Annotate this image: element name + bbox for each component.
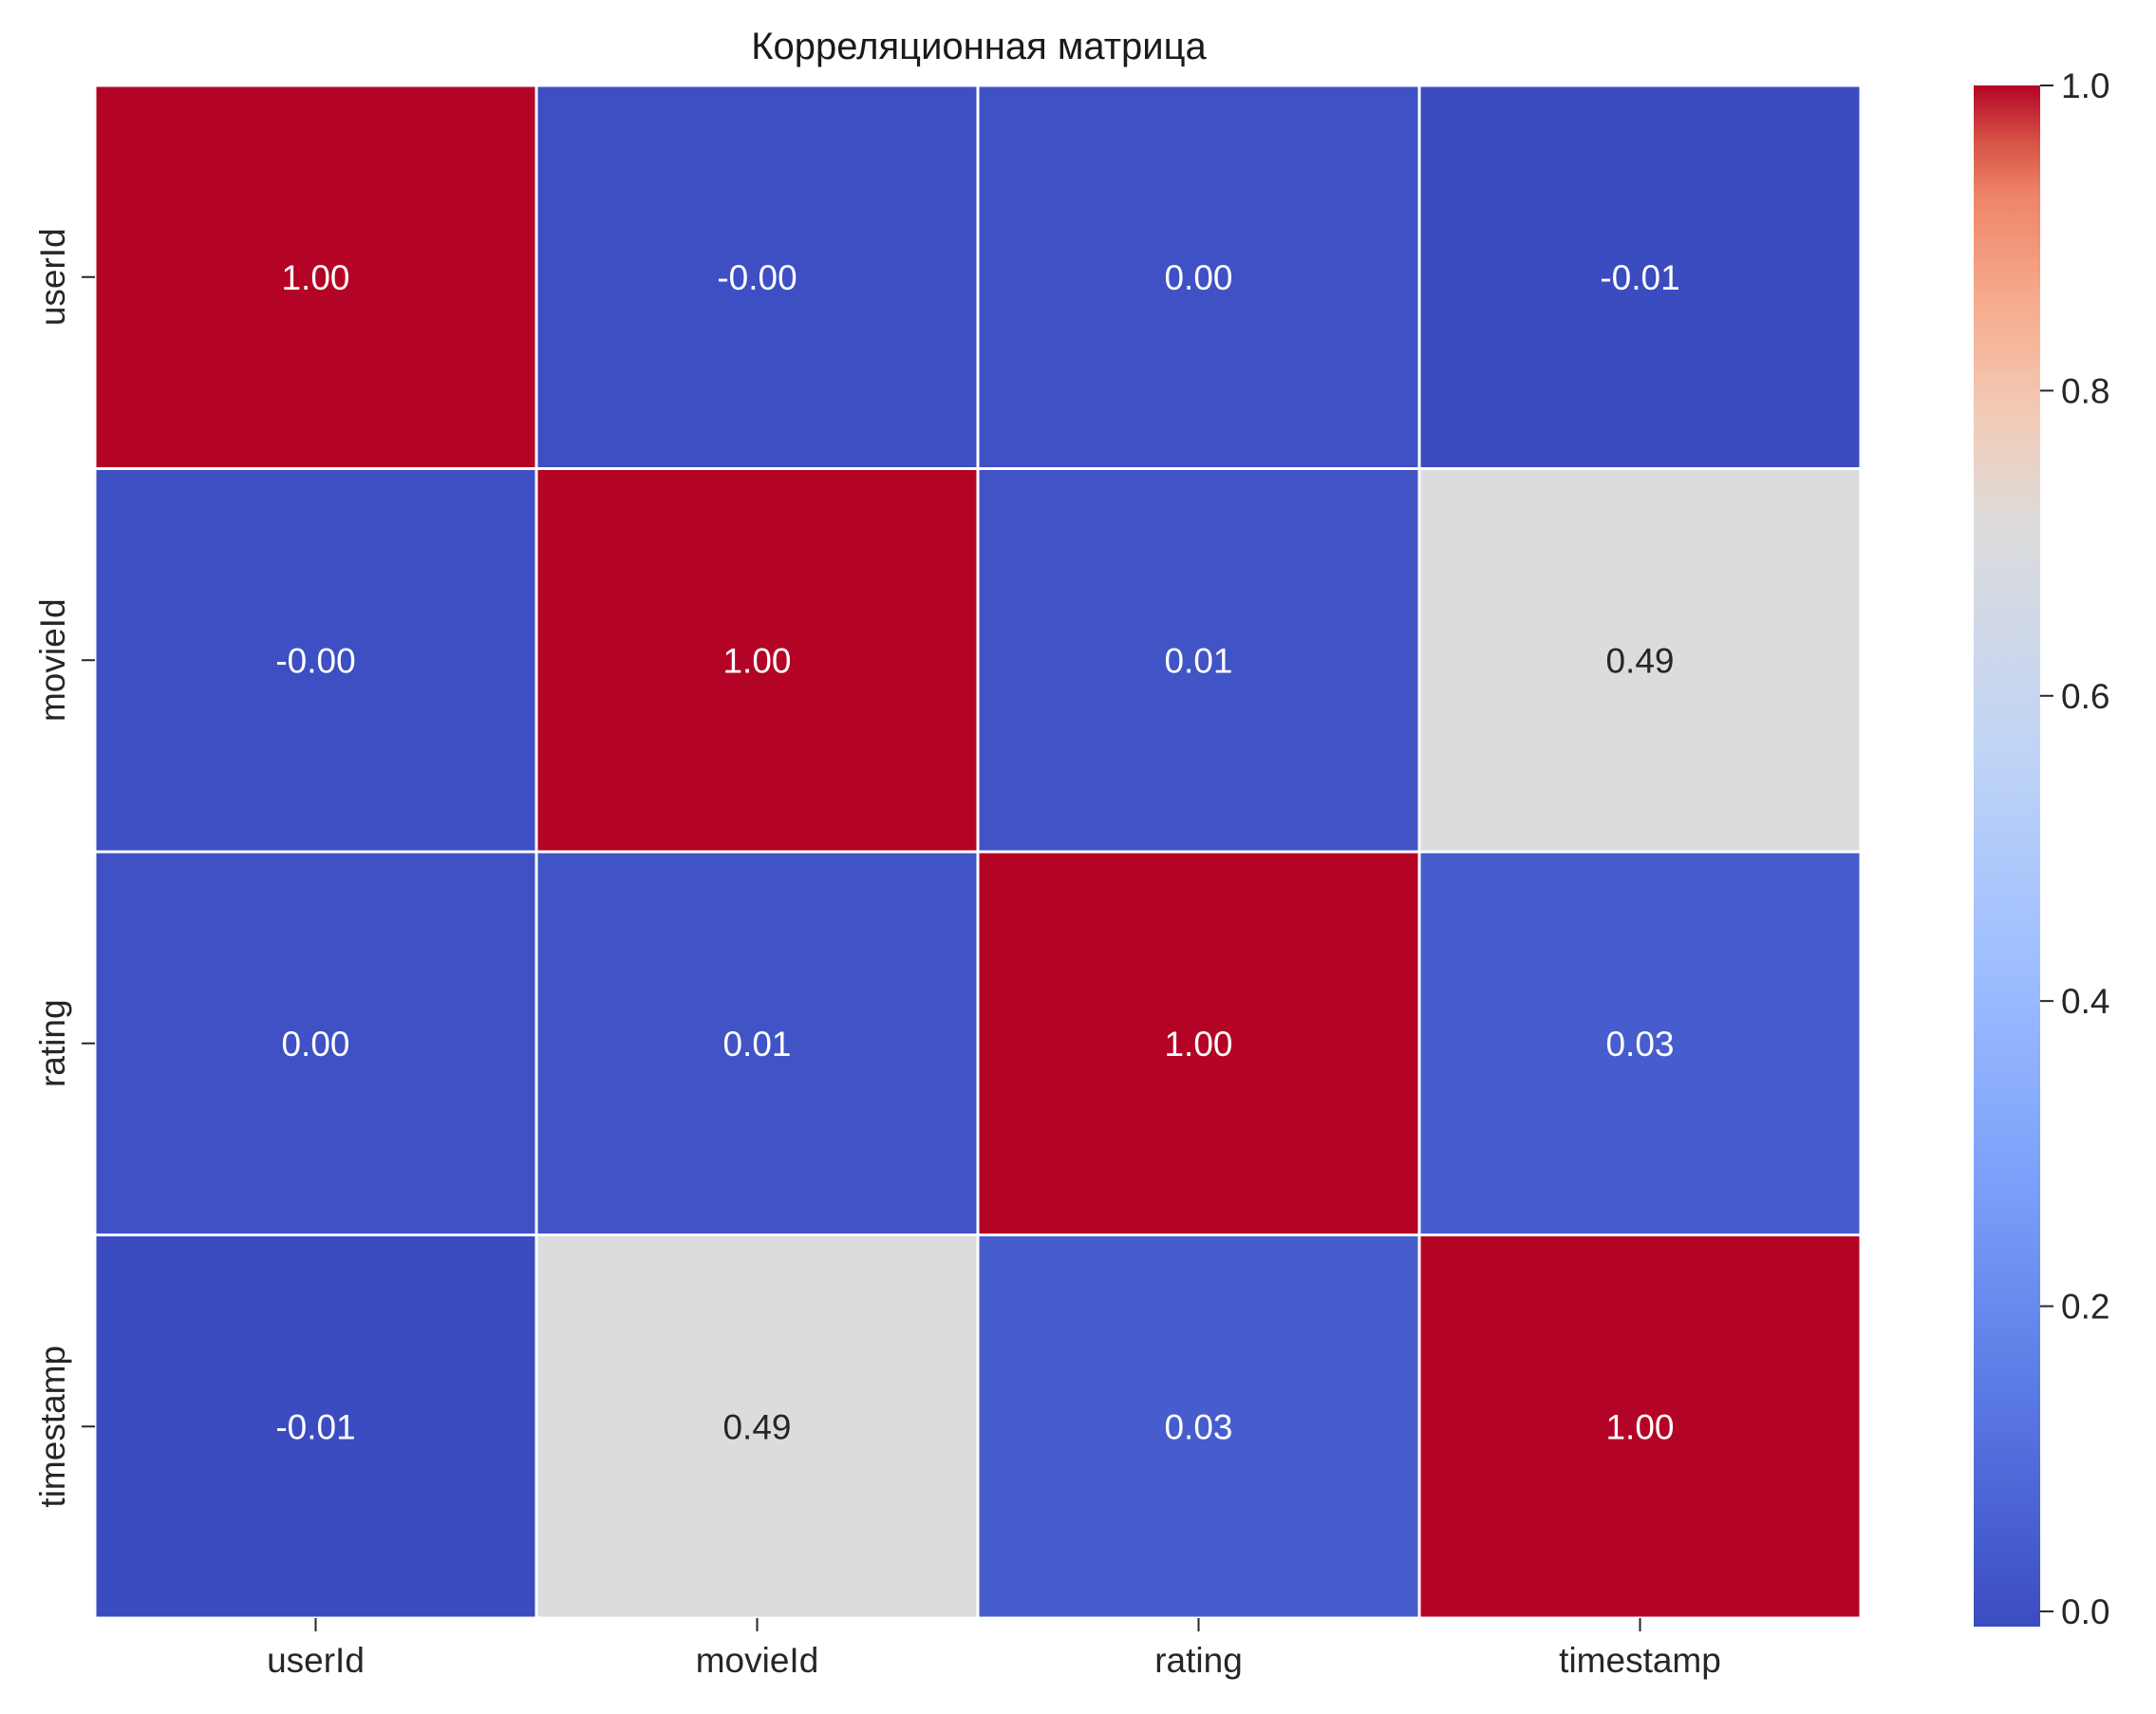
cell-value-label: -0.01	[275, 1407, 355, 1446]
cell-value-label: -0.01	[1600, 258, 1679, 297]
y-tick-label: userId	[33, 228, 72, 326]
colorbar-tick-label: 1.0	[2061, 66, 2109, 105]
heatmap-cell	[1417, 1234, 1863, 1620]
heatmap-cell	[534, 850, 980, 1236]
cell-value-label: 0.00	[1164, 258, 1232, 297]
cell-value-label: 0.03	[1605, 1025, 1674, 1064]
heatmap-cell	[976, 467, 1421, 854]
x-tick-label: movieId	[696, 1641, 819, 1680]
x-tick-label: timestamp	[1559, 1641, 1721, 1680]
heatmap-cells	[93, 84, 1863, 1620]
colorbar-tick-label: 0.6	[2061, 677, 2109, 716]
x-tick-label: userId	[267, 1641, 365, 1680]
cell-value-label: 1.00	[281, 258, 349, 297]
y-tick-label: movieId	[33, 598, 72, 722]
cell-value-label: 1.00	[722, 641, 791, 680]
cell-value-label: 0.01	[1164, 641, 1232, 680]
colorbar-gradient	[1974, 85, 2040, 1627]
heatmap-cell	[1417, 84, 1863, 470]
cell-value-label: 0.01	[722, 1025, 791, 1064]
y-tick-label: rating	[33, 999, 72, 1087]
cell-value-label: 0.03	[1164, 1407, 1232, 1446]
heatmap-cell	[534, 1234, 980, 1620]
chart-title: Корреляционная матрица	[751, 26, 1207, 67]
heatmap-cell-labels: 1.00 -0.00 0.00 -0.01 -0.00 1.00 0.01 0.49 0.00 0…	[275, 258, 1679, 1447]
cell-value-label: 0.49	[1605, 641, 1674, 680]
cell-value-label: 0.49	[722, 1407, 791, 1446]
y-axis: userId movieId rating timestamp	[33, 228, 95, 1508]
heatmap-cell	[534, 467, 980, 854]
heatmap-cell	[976, 84, 1421, 470]
heatmap-cell	[534, 84, 980, 470]
cell-value-label: 1.00	[1164, 1025, 1232, 1064]
colorbar-ticks: 0.0 0.2 0.4 0.6 0.8 1.0	[2040, 66, 2109, 1631]
cell-value-label: 0.00	[281, 1025, 349, 1064]
heatmap-cell	[976, 1234, 1421, 1620]
heatmap-cell	[1417, 467, 1863, 854]
heatmap-cell	[93, 84, 538, 470]
colorbar-tick-label: 0.2	[2061, 1288, 2109, 1327]
heatmap-cell	[93, 467, 538, 854]
x-axis: userId movieId rating timestamp	[267, 1618, 1721, 1680]
x-tick-label: rating	[1154, 1641, 1243, 1680]
colorbar-tick-label: 0.4	[2061, 982, 2109, 1021]
y-tick-label: timestamp	[33, 1346, 72, 1508]
cell-value-label: -0.00	[275, 641, 355, 680]
cell-value-label: -0.00	[717, 258, 797, 297]
colorbar-tick-label: 0.8	[2061, 371, 2109, 410]
colorbar: 0.0 0.2 0.4 0.6 0.8 1.0	[1974, 66, 2109, 1631]
cell-value-label: 1.00	[1605, 1407, 1674, 1446]
heatmap-cell	[1417, 850, 1863, 1236]
colorbar-tick-label: 0.0	[2061, 1592, 2109, 1631]
heatmap-cell	[93, 1234, 538, 1620]
